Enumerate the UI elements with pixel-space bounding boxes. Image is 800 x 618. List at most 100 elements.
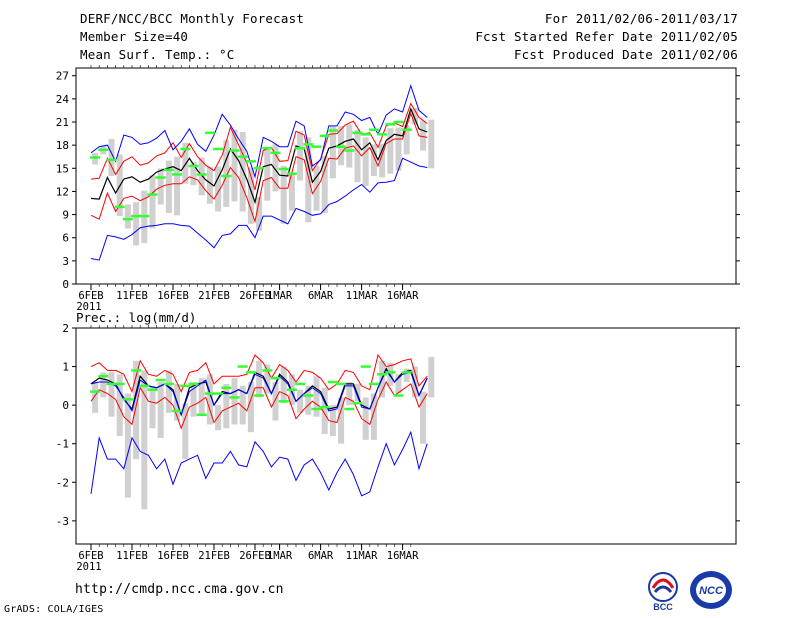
temp-xtick-label: 1MAR <box>267 290 293 302</box>
temp-xtick-label: 21FEB <box>198 290 230 302</box>
produced-date: Fcst Produced Date 2011/02/06 <box>513 47 738 62</box>
temp-ytick-label: 27 <box>56 70 69 83</box>
prec-spread-bar <box>247 382 254 433</box>
temp-spread-bar <box>239 132 246 212</box>
temp-year-label: 2011 <box>76 301 101 313</box>
prec-spread-bar <box>338 397 345 444</box>
prec-spread-bar <box>370 393 377 440</box>
prec-spread-bar <box>108 372 115 417</box>
prec-xtick-label: 6MAR <box>308 550 334 562</box>
prec-spread-bar <box>182 403 189 460</box>
temp-xtick-label: 6FEB <box>78 290 103 302</box>
temp-ytick-label: 15 <box>56 162 69 175</box>
prec-xtick-label: 6FEB <box>78 550 103 562</box>
svg-text:NCC: NCC <box>699 585 724 597</box>
temp-spread-bar <box>206 166 213 204</box>
svg-text:BCC: BCC <box>653 602 673 612</box>
temp-spread-bar <box>215 166 222 212</box>
temp-spread-bar <box>264 149 271 201</box>
temp-spread-bar <box>182 142 189 184</box>
temp-spread-bar <box>198 157 205 196</box>
prec-xtick-label: 26FEB <box>239 550 271 562</box>
temp-series-lower <box>90 111 428 224</box>
prec-spread-bar <box>264 364 271 394</box>
variable-label: Mean Surf. Temp.: °C <box>80 47 235 62</box>
temp-xtick-label: 16FEB <box>157 290 189 302</box>
temp-xtick-label: 26FEB <box>239 290 271 302</box>
prec-spread-bar <box>403 368 410 382</box>
temp-xtick-label: 11MAR <box>346 290 378 302</box>
temp-spread-bar <box>165 160 172 214</box>
temp-spread-bar <box>297 131 304 181</box>
temp-xtick-label: 11FEB <box>116 290 148 302</box>
prec-spread-bar <box>116 374 123 436</box>
prec-spread-bar <box>100 372 107 398</box>
temp-spread-bar <box>420 120 427 151</box>
prec-spread-bar <box>313 376 320 417</box>
prec-frame <box>75 327 737 545</box>
prec-spread-bar <box>297 389 304 413</box>
temp-spread-bar <box>395 127 402 171</box>
prec-spread-bar <box>256 360 263 398</box>
temp-frame <box>75 67 737 285</box>
prec-spread-bar <box>141 370 148 510</box>
temp-spread-bar <box>223 140 230 207</box>
temp-spread-bar <box>190 162 197 186</box>
temp-spread-bar <box>362 137 369 187</box>
prec-spread-bar <box>190 382 197 417</box>
prec-spread-bar <box>223 383 230 429</box>
temp-spread-bar <box>288 172 295 211</box>
prec-series-max <box>90 430 428 497</box>
temp-ytick-label: 21 <box>56 116 69 129</box>
temp-spread-bar <box>149 175 156 229</box>
temp-series-min <box>90 84 428 179</box>
temp-spread-bar <box>321 155 328 214</box>
prec-spread-bar <box>124 393 131 498</box>
prec-ytick-label: -2 <box>56 476 69 489</box>
temp-spread-bar <box>280 165 287 224</box>
temp-spread-bar <box>305 137 312 223</box>
temp-spread-bar <box>133 202 140 246</box>
prec-spread-bar <box>321 387 328 435</box>
prec-xtick-label: 21FEB <box>198 550 230 562</box>
temp-spread-bar <box>428 119 435 169</box>
temp-ytick-label: 0 <box>62 278 69 291</box>
prec-ytick-label: 2 <box>62 322 69 335</box>
prec-spread-bar <box>272 382 279 421</box>
prec-spread-bar <box>305 385 312 415</box>
prec-spread-bar <box>395 374 402 394</box>
prec-xtick-label: 16MAR <box>387 550 419 562</box>
temp-spread-bar <box>329 126 336 179</box>
temp-spread-bar <box>247 167 254 224</box>
prec-spread-bar <box>206 374 213 425</box>
prec-spread-bar <box>165 370 172 413</box>
temp-spread-bar <box>256 196 263 231</box>
temp-spread-bar <box>411 108 418 125</box>
prec-ytick-label: 1 <box>62 361 69 374</box>
prec-spread-bar <box>231 378 238 425</box>
temp-ytick-label: 18 <box>56 139 69 152</box>
prec-spread-bar <box>362 397 369 440</box>
temp-spread-bar <box>354 129 361 183</box>
temp-spread-bar <box>231 129 238 202</box>
temp-xtick-label: 16MAR <box>387 290 419 302</box>
temp-ytick-label: 3 <box>62 255 69 268</box>
prec-spread-bar <box>329 405 336 436</box>
prec-subtitle: Prec.: log(mm/d) <box>76 310 196 325</box>
temp-spread-bar <box>124 204 131 229</box>
prec-series-lower <box>90 380 428 430</box>
temp-ytick-label: 24 <box>56 93 70 106</box>
prec-spread-bar <box>239 385 246 425</box>
bcc-logo: BCC <box>648 572 678 612</box>
prec-spread-bar <box>215 405 222 431</box>
source-url[interactable]: http://cmdp.ncc.cma.gov.cn <box>75 582 284 597</box>
temp-spread-bar <box>174 156 181 216</box>
temp-series-max <box>90 157 428 261</box>
temp-spread-bar <box>370 144 377 176</box>
temp-spread-bar <box>346 124 353 168</box>
temp-spread-bar <box>272 144 279 192</box>
prec-spread-bar <box>92 382 99 413</box>
ncc-logo: NCC <box>690 571 732 609</box>
